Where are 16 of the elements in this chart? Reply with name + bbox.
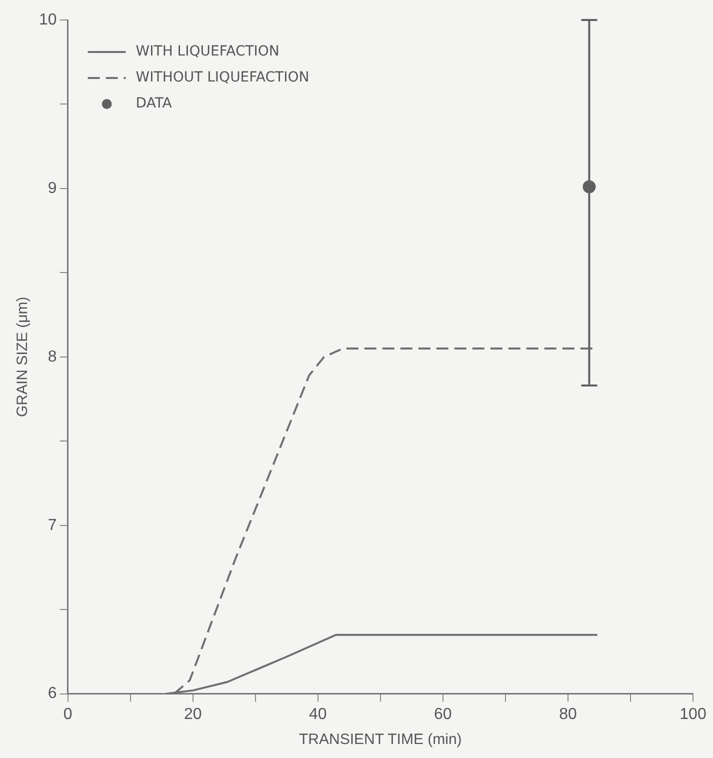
- y-tick-label: 10: [39, 11, 57, 28]
- y-tick-label: 8: [48, 348, 57, 366]
- x-tick-label: 60: [434, 706, 452, 723]
- x-tick-label: 80: [559, 706, 577, 723]
- legend-label: WITH LIQUEFACTION: [136, 44, 280, 60]
- y-tick-label: 6: [48, 685, 57, 702]
- legend-label: WITHOUT LIQUEFACTION: [136, 70, 310, 86]
- x-axis-title: TRANSIENT TIME (min): [299, 731, 462, 748]
- x-tick-label: 0: [63, 706, 72, 723]
- y-axis-title: GRAIN SIZE (μm): [14, 296, 32, 418]
- y-tick-label: 7: [48, 516, 57, 534]
- x-tick-label: 40: [308, 706, 327, 723]
- y-tick-label: 9: [48, 180, 57, 197]
- legend-label: DATA: [136, 96, 172, 112]
- x-tick-label: 20: [184, 706, 202, 723]
- x-tick-label: 100: [680, 706, 706, 723]
